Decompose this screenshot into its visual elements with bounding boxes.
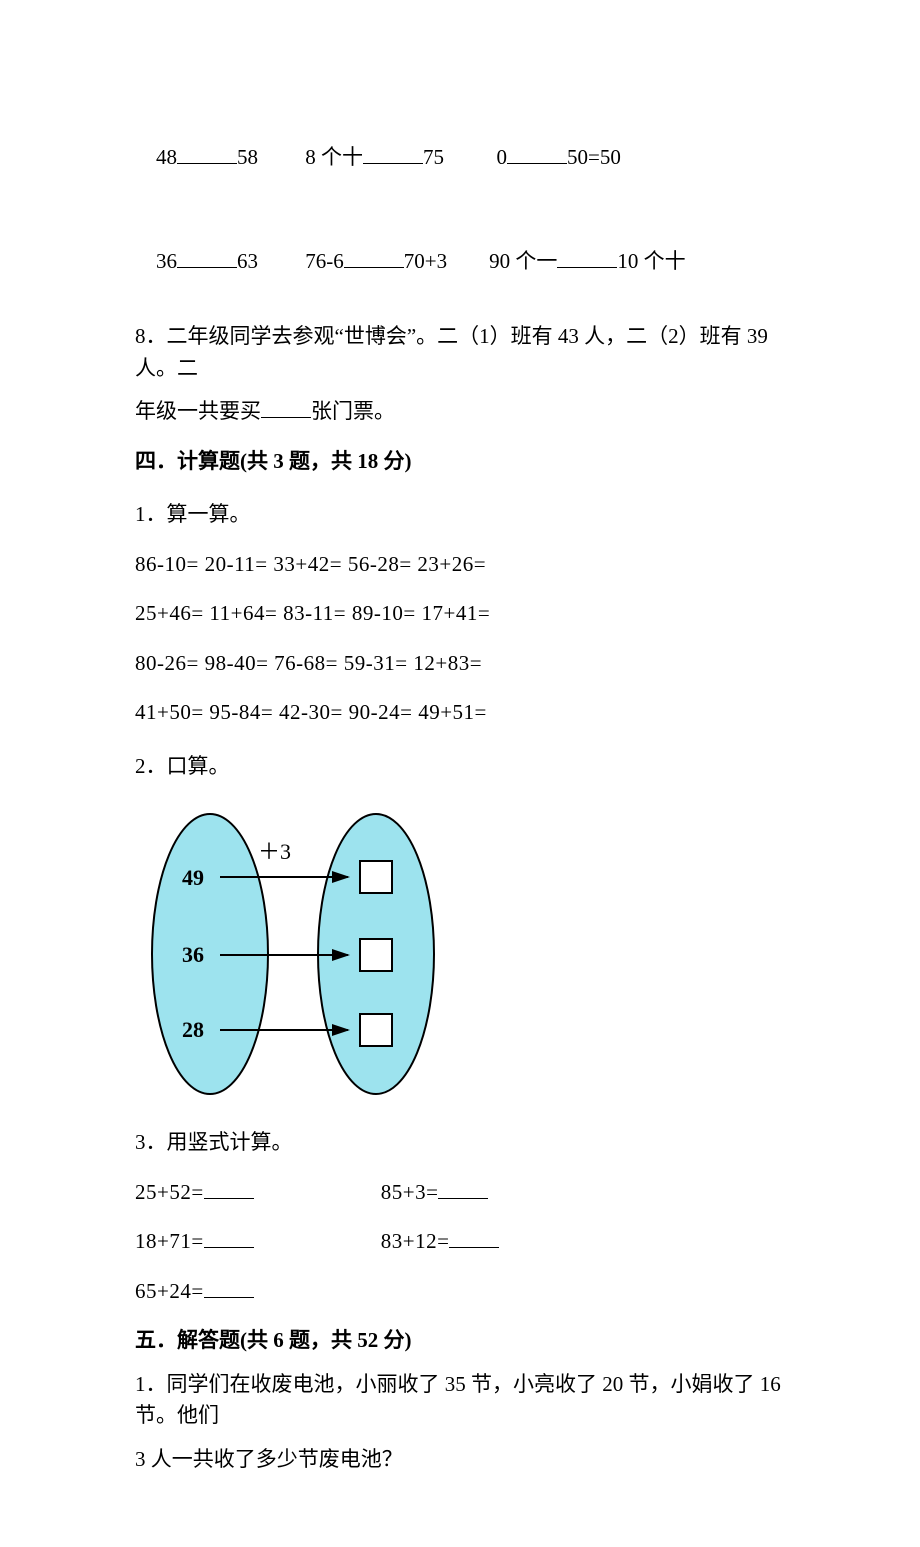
svg-text:36: 36 bbox=[182, 942, 204, 967]
val: 48 bbox=[156, 145, 177, 169]
sec5-q1-line1: 1．同学们在收废电池，小丽收了 35 节，小亮收了 20 节，小娟收了 16 节… bbox=[135, 1369, 785, 1432]
val: 50=50 bbox=[567, 145, 621, 169]
lhs: 85+3= bbox=[381, 1180, 439, 1204]
blank[interactable] bbox=[204, 1276, 254, 1298]
eq-row: 41+50= 95-84= 42-30= 90-24= 49+51= bbox=[135, 697, 785, 729]
blank[interactable] bbox=[261, 396, 311, 418]
blank[interactable] bbox=[177, 246, 237, 268]
val: 90 个一 bbox=[489, 249, 557, 273]
sec4-q3-title: 3．用竖式计算。 bbox=[135, 1127, 785, 1159]
q8-prefix: 年级一共要买 bbox=[135, 399, 261, 423]
val: 75 bbox=[423, 145, 444, 169]
blank[interactable] bbox=[557, 246, 617, 268]
gap bbox=[258, 145, 305, 169]
eq-item: 85+3= bbox=[381, 1177, 621, 1209]
comparison-block: 48 58 8 个十 75 0 50=50 36 63 76-6 70+3 90 个一 10… bbox=[135, 110, 785, 309]
svg-text:49: 49 bbox=[182, 865, 204, 890]
vertical-calc-row: 18+71= 83+12= bbox=[135, 1226, 785, 1258]
eq-item: 18+71= bbox=[135, 1226, 375, 1258]
eq-row: 86-10= 20-11= 33+42= 56-28= 23+26= bbox=[135, 549, 785, 581]
val: 0 bbox=[497, 145, 508, 169]
blank[interactable] bbox=[344, 246, 404, 268]
svg-text:28: 28 bbox=[182, 1017, 204, 1042]
lhs: 83+12= bbox=[381, 1229, 450, 1253]
eq-item: 83+12= bbox=[381, 1226, 621, 1258]
blank[interactable] bbox=[177, 142, 237, 164]
compare-row-2: 36 63 76-6 70+3 90 个一 10 个十 bbox=[135, 215, 785, 310]
blank[interactable] bbox=[449, 1226, 499, 1248]
eq-row: 80-26= 98-40= 76-68= 59-31= 12+83= bbox=[135, 648, 785, 680]
blank[interactable] bbox=[204, 1177, 254, 1199]
blank[interactable] bbox=[438, 1177, 488, 1199]
val: 8 个十 bbox=[305, 145, 363, 169]
svg-text:＋3: ＋3 bbox=[258, 839, 291, 864]
q8-suffix: 张门票。 bbox=[311, 399, 395, 423]
eq-row: 25+46= 11+64= 83-11= 89-10= 17+41= bbox=[135, 598, 785, 630]
lhs: 65+24= bbox=[135, 1279, 204, 1303]
sec4-q1-title: 1．算一算。 bbox=[135, 499, 785, 531]
gap bbox=[444, 145, 497, 169]
sec4-q2-title: 2．口算。 bbox=[135, 751, 785, 783]
lhs: 18+71= bbox=[135, 1229, 204, 1253]
sec5-q1-line2: 3 人一共收了多少节废电池？ bbox=[135, 1444, 785, 1476]
val: 10 个十 bbox=[617, 249, 685, 273]
val: 63 bbox=[237, 249, 258, 273]
val: 70+3 bbox=[404, 249, 447, 273]
q8-line1: 8．二年级同学去参观“世博会”。二（1）班有 43 人，二（2）班有 39 人。… bbox=[135, 321, 785, 384]
vertical-calc-row: 25+52= 85+3= bbox=[135, 1177, 785, 1209]
blank[interactable] bbox=[363, 142, 423, 164]
mental-math-diagram: 49 36 28 ＋3 bbox=[140, 807, 450, 1102]
section-5-title: 五．解答题(共 6 题，共 52 分) bbox=[135, 1325, 785, 1357]
compare-row-1: 48 58 8 个十 75 0 50=50 bbox=[135, 110, 785, 205]
val: 58 bbox=[237, 145, 258, 169]
q8-line2: 年级一共要买 张门票。 bbox=[135, 396, 785, 428]
gap bbox=[447, 249, 489, 273]
blank[interactable] bbox=[507, 142, 567, 164]
gap bbox=[258, 249, 305, 273]
blank[interactable] bbox=[204, 1226, 254, 1248]
val: 76-6 bbox=[305, 249, 344, 273]
val: 36 bbox=[156, 249, 177, 273]
vertical-calc-row: 65+24= bbox=[135, 1276, 785, 1308]
section-4-title: 四．计算题(共 3 题，共 18 分) bbox=[135, 446, 785, 478]
lhs: 25+52= bbox=[135, 1180, 204, 1204]
eq-item: 25+52= bbox=[135, 1177, 375, 1209]
